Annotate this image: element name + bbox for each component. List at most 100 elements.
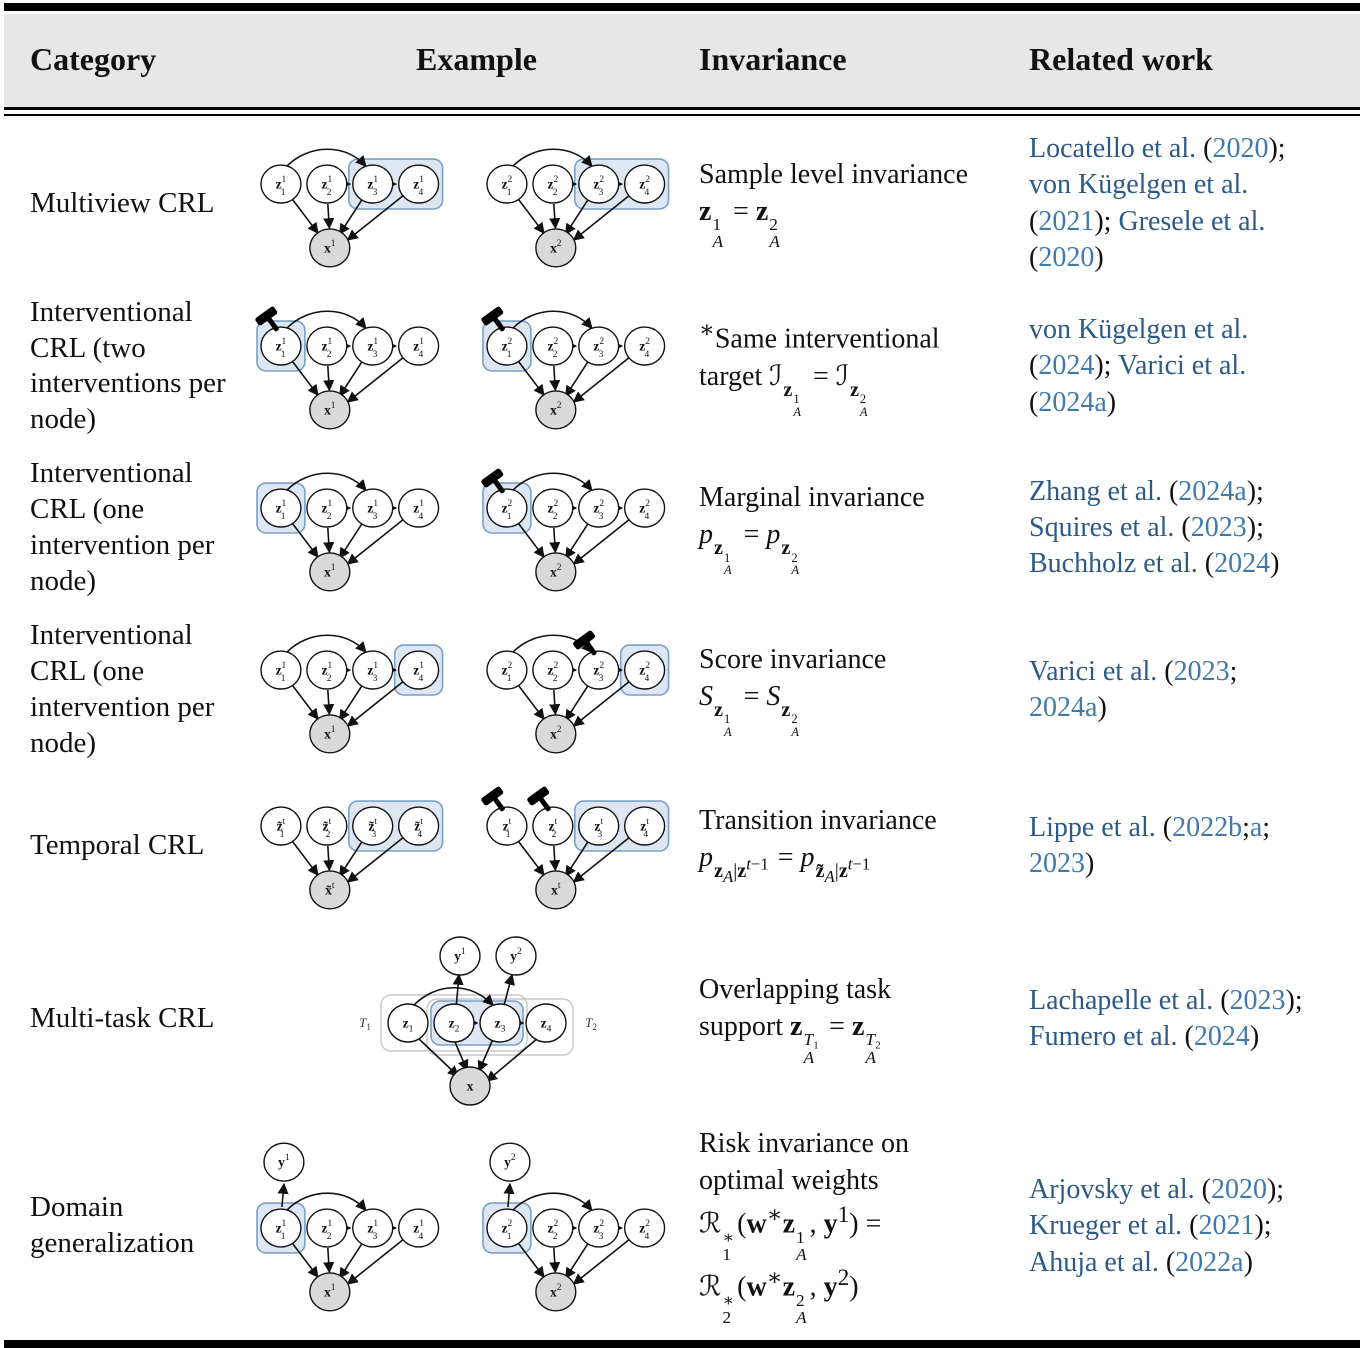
- edge-arrow: [564, 841, 588, 878]
- latent-node: [485, 164, 528, 204]
- edge-arrow: [286, 472, 367, 492]
- edge-arrow: [339, 523, 363, 560]
- citation-link[interactable]: 2024: [1214, 548, 1271, 580]
- example-diagrams: z1 1 z1 2 z1 3 z1 4 x1 z2 1 z2 2 z2 3 z2 4 x2: [254, 462, 699, 594]
- node-label: x2: [550, 563, 562, 579]
- citation-link[interactable]: Squires et al.: [1029, 512, 1175, 544]
- citation-link[interactable]: 2021: [1198, 1210, 1255, 1242]
- citation-link[interactable]: 2020: [1038, 242, 1095, 274]
- edge-arrow: [277, 1183, 289, 1208]
- edge-arrow: [548, 528, 560, 554]
- node-label: z̃t 2: [323, 817, 332, 840]
- node-label: z1 1: [276, 1219, 287, 1242]
- citation-link[interactable]: Gresele et al.: [1118, 205, 1266, 237]
- example-diagrams: z1 1 z1 2 z1 3 z1 4 x1 z2 1 z2 2 z2 3 z2 4 x2: [254, 624, 699, 756]
- latent-node: [531, 164, 573, 204]
- related-work-cell: Zhang et al. (2024a); Squires et al. (202…: [1029, 475, 1280, 580]
- node-label: y1: [278, 1154, 290, 1170]
- citation-link[interactable]: Zhang et al.: [1029, 475, 1162, 507]
- edge-arrow: [339, 362, 363, 398]
- edge-arrow: [292, 199, 319, 234]
- citation-link[interactable]: Ahuja et al.: [1029, 1246, 1159, 1278]
- latent-node: [397, 806, 440, 846]
- citation-link[interactable]: 2023: [1229, 984, 1286, 1016]
- citation-link[interactable]: 2023: [1190, 512, 1247, 544]
- citation-link[interactable]: Lachapelle et al.: [1029, 984, 1214, 1016]
- citation-link[interactable]: Locatello et al.: [1029, 133, 1197, 164]
- citation-link[interactable]: Buchholz et al.: [1029, 548, 1198, 580]
- category-cell: Domain generalization: [30, 1191, 195, 1260]
- node-label: x1: [324, 563, 336, 579]
- latent-node: [306, 488, 348, 528]
- latent-node: [488, 1142, 531, 1183]
- node-label: z2 1: [501, 661, 512, 684]
- edge-arrow: [572, 837, 629, 883]
- edge-arrow: [485, 1037, 539, 1082]
- causal-graph: T1 T2 y1 y2 z1 z2 z3 z4 x: [359, 936, 596, 1106]
- node-label: z1 4: [413, 1219, 424, 1242]
- category-cell: Temporal CRL: [30, 829, 205, 862]
- node-label: z1 1: [276, 175, 287, 198]
- citation-link[interactable]: Lippe et al.: [1029, 811, 1156, 843]
- citation-link[interactable]: 2022a: [1175, 1246, 1244, 1278]
- latent-node: [260, 488, 302, 528]
- observed-node: [309, 714, 351, 754]
- citation-link[interactable]: Varici et al.: [1029, 655, 1158, 687]
- node-label: z2 1: [501, 1219, 512, 1242]
- node-label: x1: [324, 239, 336, 255]
- invariance-cell: Marginal invariance pz 1 A = pz 2 A: [699, 482, 925, 578]
- edge-arrow: [412, 986, 494, 1006]
- table-row: Interventional CRL (two interventions pe…: [4, 286, 1360, 448]
- edge-arrow: [572, 195, 629, 241]
- edge-arrow: [292, 523, 319, 559]
- citation-link[interactable]: Fumero et al.: [1029, 1021, 1178, 1052]
- latent-node: [260, 650, 302, 690]
- observed-node: [309, 390, 351, 431]
- edge-arrow: [323, 1248, 335, 1274]
- node-label: z1 4: [413, 661, 424, 684]
- citation-link[interactable]: 2020: [1210, 1173, 1267, 1205]
- invariance-cell: Score invariance Sz 1 A = Sz 2 A: [699, 643, 887, 739]
- citation-link[interactable]: 2020: [1212, 133, 1269, 164]
- citation-link[interactable]: Varici et al.: [1117, 350, 1247, 382]
- edge-arrow: [517, 1243, 545, 1279]
- citation-link[interactable]: 2024: [1193, 1021, 1250, 1052]
- citation-link[interactable]: a: [1249, 811, 1263, 843]
- invariance-cell: Transition invariance pzA|zt−1 = pz̃A|zt−…: [699, 805, 937, 887]
- citation-link[interactable]: Arjovsky et al.: [1029, 1173, 1195, 1205]
- edge-arrow: [503, 1183, 515, 1208]
- causal-graph: z1 1 z1 2 z1 3 z1 4 x1: [255, 307, 440, 431]
- edge-arrow: [517, 685, 545, 721]
- citation-link[interactable]: 2023: [1029, 848, 1085, 879]
- edge-arrow: [346, 357, 404, 404]
- edge-arrow: [511, 1192, 593, 1212]
- edge-arrow: [572, 357, 629, 404]
- latent-node: [397, 488, 440, 528]
- node-label: zt 4: [640, 817, 649, 840]
- citation-link[interactable]: Krueger et al.: [1029, 1210, 1183, 1242]
- observed-node: [309, 228, 351, 268]
- citation-link[interactable]: 2021: [1038, 205, 1095, 237]
- latent-node: [306, 650, 348, 690]
- citation-link[interactable]: 2024a: [1178, 475, 1247, 507]
- citation-link[interactable]: 2024a: [1029, 692, 1098, 724]
- citation-link[interactable]: 2024a: [1038, 386, 1107, 418]
- node-label: z1 1: [276, 338, 287, 361]
- column-header-related-work: Related work: [1029, 41, 1213, 77]
- node-label: z1 2: [321, 338, 332, 361]
- edge-arrow: [416, 1037, 459, 1077]
- causal-graph: z2 1 z2 2 z2 3 z2 4 x2: [480, 468, 665, 592]
- node-label: z1 4: [413, 499, 424, 522]
- latent-node: [306, 326, 348, 367]
- causal-graph: z1 1 z1 2 z1 3 z1 4 x1: [260, 148, 444, 268]
- latent-node: [531, 488, 573, 528]
- citation-link[interactable]: von Kügelgen et al.: [1029, 313, 1249, 345]
- citation-link[interactable]: 2022b: [1172, 811, 1243, 843]
- related-work-cell: von Kügelgen et al. (2024); Varici et al.…: [1029, 313, 1249, 418]
- citation-link[interactable]: 2024: [1038, 350, 1095, 382]
- citation-link[interactable]: von Kügelgen et al.: [1029, 169, 1249, 201]
- observed-node: [309, 552, 351, 592]
- edge-arrow: [572, 681, 629, 727]
- citation-link[interactable]: 2023: [1173, 655, 1230, 687]
